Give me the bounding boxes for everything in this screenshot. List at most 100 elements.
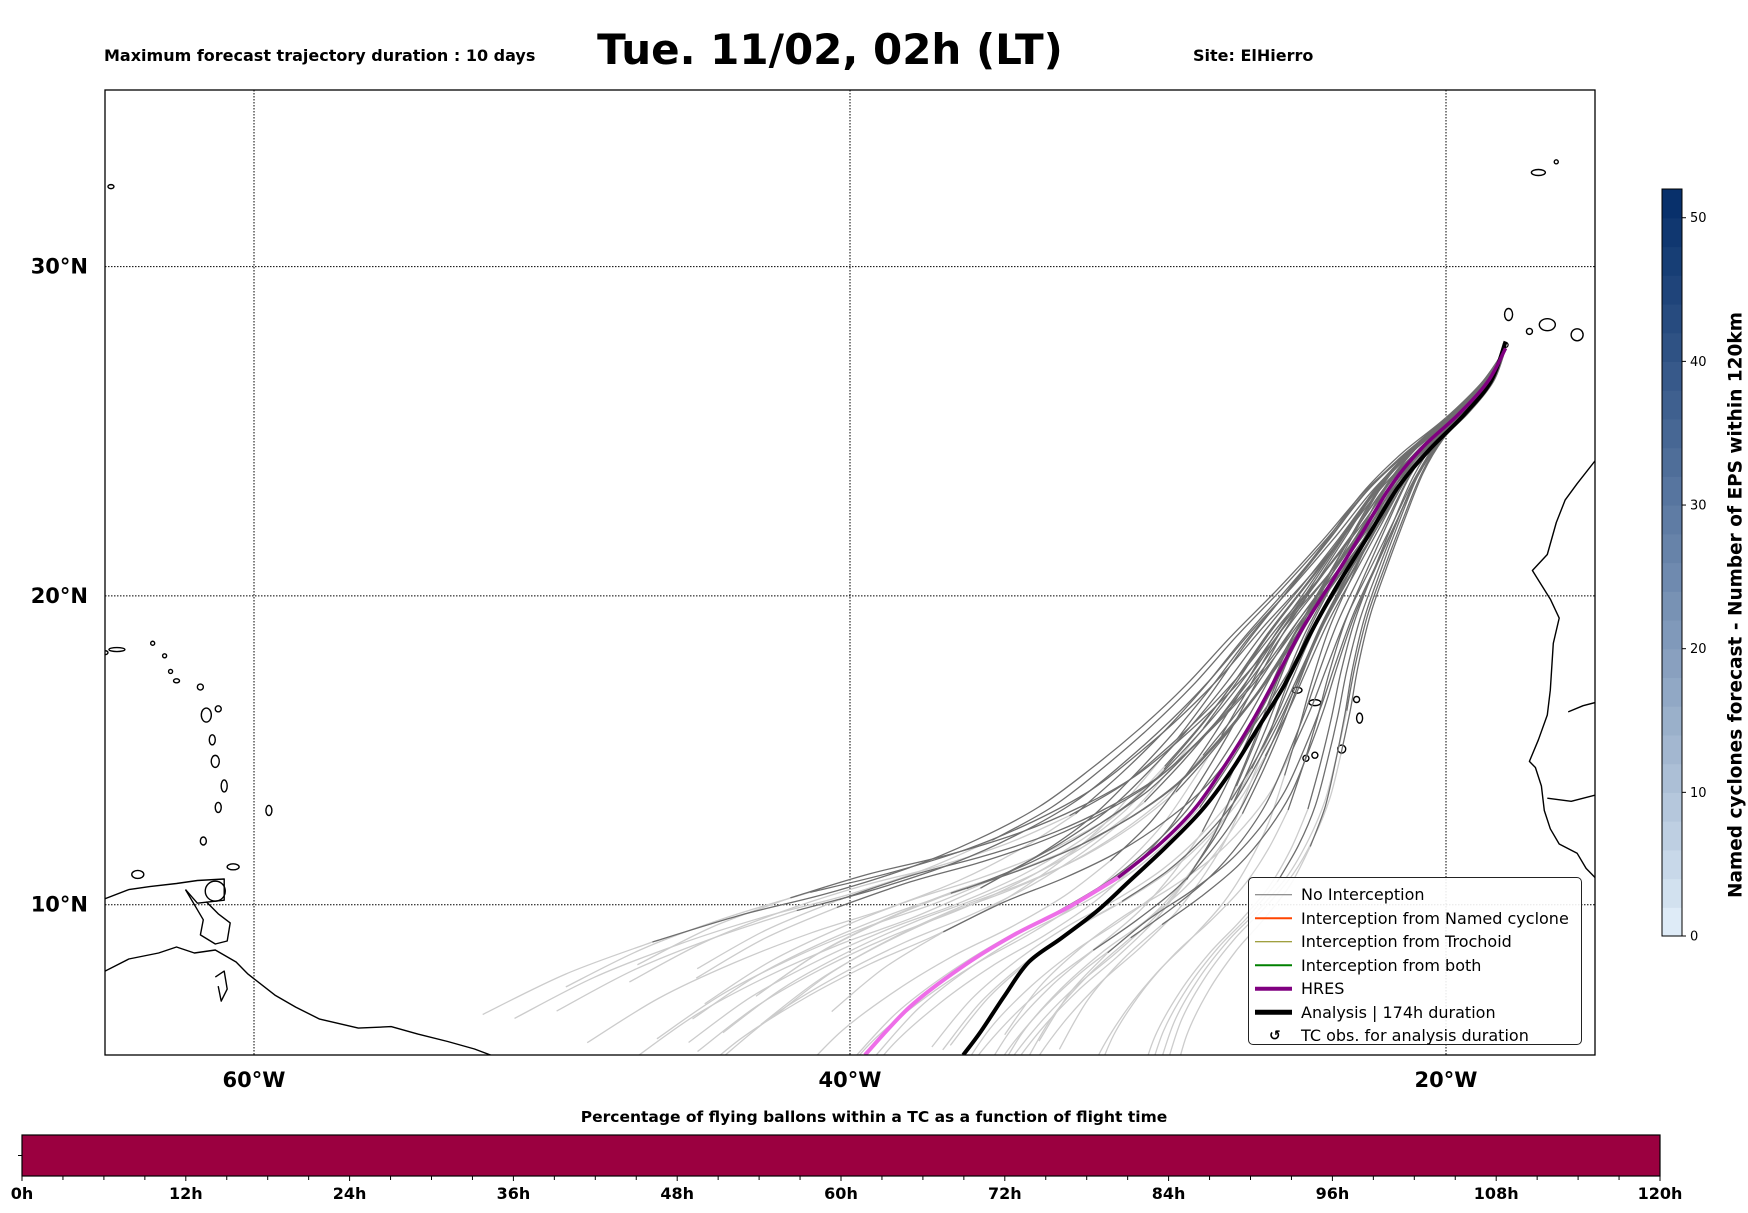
- ensemble-trajectory: [1075, 347, 1507, 815]
- colorbar-segment: [1662, 792, 1682, 822]
- ensemble-late-segments: [482, 710, 1348, 1055]
- colorbar-segment: [1662, 648, 1682, 679]
- legend-label: Analysis | 174h duration: [1301, 1002, 1496, 1022]
- ensemble-trajectory: [1121, 348, 1507, 902]
- timeline-tick-label: 0h: [11, 1184, 34, 1203]
- site-text: Site: ElHierro: [1193, 46, 1314, 65]
- colorbar-tick-label: 0: [1690, 930, 1698, 945]
- ensemble-trajectory-late: [697, 768, 1165, 1053]
- legend-label: No Interception: [1301, 885, 1425, 905]
- timeline-tick-label: 12h: [169, 1184, 203, 1203]
- island-lesser-antilles: [214, 705, 222, 713]
- island-canaries: [1619, 318, 1625, 324]
- timeline-tick-label: 60h: [824, 1184, 858, 1203]
- island-cape-verde: [1352, 695, 1361, 704]
- island-bermuda: [107, 183, 115, 190]
- colorbar-segment: [1662, 821, 1682, 851]
- coast-inland: [214, 970, 228, 1002]
- island-lesser-antilles: [199, 836, 208, 846]
- legend-item: HRES: [1249, 977, 1581, 1001]
- ensemble-trajectory-late: [724, 727, 1204, 1055]
- colorbar-segment: [1662, 246, 1682, 276]
- tc-obs-icon: ↺: [1269, 1027, 1281, 1044]
- ensemble-trajectory-late: [755, 892, 952, 997]
- colorbar-segment: [1662, 734, 1682, 765]
- island-lesser-antilles: [200, 707, 213, 723]
- timeline-tick-label: 84h: [1152, 1184, 1186, 1203]
- colorbar-segment: [1662, 907, 1682, 937]
- island-canaries: [1525, 327, 1534, 336]
- ensemble-trajectory-late: [1003, 866, 1195, 1055]
- colorbar-segment: [1662, 303, 1682, 334]
- ensemble-trajectory-late: [482, 941, 653, 1016]
- timeline-tick-label: 96h: [1316, 1184, 1350, 1203]
- legend-swatch: [1255, 917, 1292, 919]
- colorbar-segment: [1662, 189, 1682, 219]
- coast-senegal-river: [1567, 701, 1595, 713]
- ensemble-trajectory-late: [1004, 748, 1294, 1036]
- island-lesser-antilles: [172, 678, 181, 684]
- lon-labels: 60°W 40°W 20°W: [223, 1068, 1478, 1092]
- island-margarita: [131, 869, 145, 880]
- legend-label: TC obs. for analysis duration: [1301, 1026, 1529, 1046]
- colorbar-segment: [1662, 591, 1682, 621]
- colorbar-segment: [1662, 562, 1682, 592]
- legend-item: ↺ TC obs. for analysis duration: [1249, 1024, 1581, 1048]
- island-lesser-antilles: [220, 779, 228, 793]
- lat-label: 20°N: [31, 584, 88, 608]
- colorbar-segment: [1662, 619, 1682, 650]
- island-cape-verde: [1355, 712, 1364, 724]
- coast-south-america: [105, 946, 493, 1055]
- ensemble-trajectory-late: [692, 887, 968, 1020]
- legend-swatch: [1255, 1010, 1292, 1015]
- colorbar-segment: [1662, 677, 1682, 707]
- ensemble-trajectory-late: [696, 899, 840, 970]
- ensemble-trajectory-late: [586, 813, 1076, 1044]
- timeline-tick-label: 72h: [988, 1184, 1022, 1203]
- island-tobago: [226, 863, 240, 871]
- colorbar-segment: [1662, 217, 1682, 248]
- legend-label: Interception from both: [1301, 955, 1482, 975]
- legend-swatch: [1255, 894, 1292, 896]
- timeline-tick-label: 108h: [1474, 1184, 1519, 1203]
- page-title: Tue. 11/02, 02h (LT): [597, 25, 1063, 74]
- lon-label: 60°W: [223, 1068, 286, 1092]
- island-lesser-antilles: [108, 646, 126, 653]
- ensemble-trajectory-late: [637, 897, 791, 966]
- colorbar-tick-label: 20: [1690, 642, 1707, 657]
- lat-label: 30°N: [31, 255, 88, 279]
- colorbar-segment: [1662, 332, 1682, 362]
- colorbar-segment: [1662, 418, 1682, 449]
- ensemble-trajectory-late: [1020, 879, 1188, 1055]
- legend-item: Interception from Trochoid: [1249, 930, 1581, 954]
- colorbar-tick-label: 30: [1690, 499, 1707, 514]
- ensemble-trajectory-late: [875, 807, 1201, 1055]
- timeline-tick-label: 36h: [497, 1184, 531, 1203]
- colorbar-segment: [1662, 476, 1682, 506]
- ensemble-trajectory-late: [1038, 952, 1109, 1042]
- island-porto-santo: [1553, 159, 1559, 165]
- ensemble-trajectory-late: [695, 906, 838, 979]
- island-cape-verde: [1311, 751, 1319, 759]
- ensemble-trajectory-late: [882, 865, 1136, 1055]
- legend-item: Interception from Named cyclone: [1249, 907, 1581, 931]
- colorbar-segment: [1662, 390, 1682, 420]
- island-lesser-antilles: [208, 734, 216, 746]
- island-madeira: [1530, 168, 1547, 177]
- ensemble-trajectory-late: [1058, 924, 1163, 1050]
- ensemble-trajectory-late: [816, 860, 1111, 1055]
- launch-site-marker: [1502, 341, 1509, 349]
- legend-label: Interception from Trochoid: [1301, 932, 1512, 952]
- colorbar-segment: [1662, 763, 1682, 793]
- colorbar-segment: [1662, 849, 1682, 880]
- island-lesser-antilles: [149, 640, 156, 646]
- ensemble-trajectory-late: [1147, 808, 1309, 1055]
- hres-trajectory-late: [863, 875, 1120, 1055]
- island-canaries: [1634, 298, 1640, 304]
- colorbar-segment: [1662, 447, 1682, 477]
- timeline-tick-label: 48h: [660, 1184, 694, 1203]
- colorbar: 0 10 20 30 40 50: [1661, 188, 1707, 945]
- timeline-tick-label: 24h: [333, 1184, 367, 1203]
- legend-swatch: [1255, 941, 1292, 943]
